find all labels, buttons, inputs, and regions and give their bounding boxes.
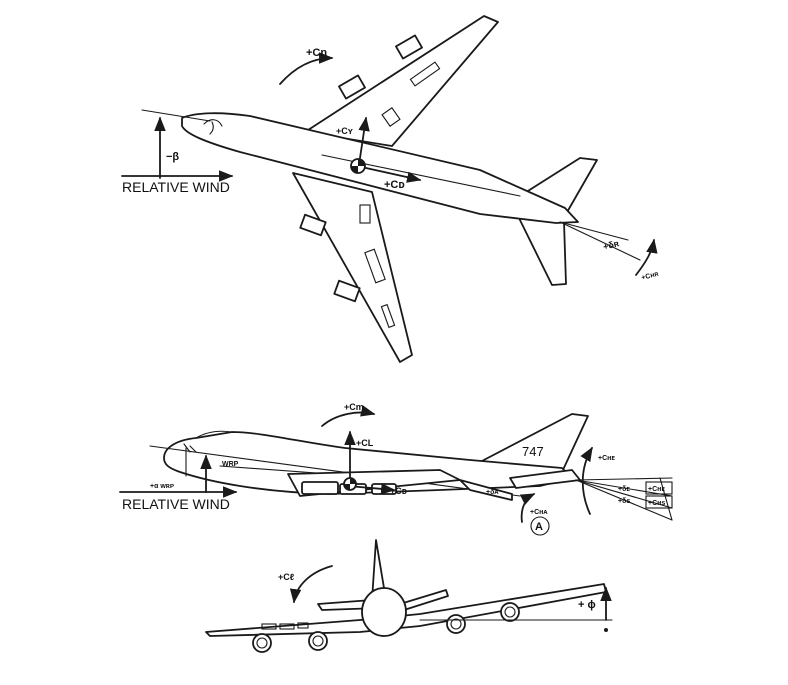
reference-dot — [604, 628, 608, 632]
yaw-moment-label: +Cn — [306, 47, 327, 59]
aileron-deflection-label: +δᴀ — [486, 489, 499, 496]
stabilizer-hinge-box — [645, 495, 673, 509]
lift-label: +CL — [356, 438, 374, 448]
relative-wind-label-side: RELATIVE WIND — [122, 496, 230, 512]
reference-circle — [530, 516, 550, 536]
elevator-hinge-box-label: +Cʜᴇ — [648, 486, 665, 493]
side-view-profile: +Cm +CL +Cᴅ +α ᴡʀᴘ WRP RELATIVE WIND 747… — [119, 402, 673, 536]
rudder-deflection-label: +δʀ — [602, 238, 621, 252]
aileron-hinge-moment-arrow — [519, 493, 536, 523]
lower-stabilizer — [517, 215, 567, 286]
front-view: +Cℓ + ϕ — [205, 539, 613, 653]
pitch-moment-arrow — [321, 405, 376, 427]
reference-circle-label: A — [535, 521, 543, 533]
engine-front — [308, 631, 328, 651]
yaw-moment-arrow — [279, 52, 334, 85]
upper-wing — [304, 15, 499, 147]
tail-number: 747 — [522, 444, 544, 459]
elevator-deflection-fan — [575, 477, 673, 521]
fuselage-top — [181, 112, 579, 224]
drag-label-side: +Cᴅ — [390, 486, 407, 496]
stabilizer-deflection-label: +δs — [618, 498, 630, 505]
horizontal-stabilizer-front-right — [399, 589, 449, 611]
longitudinal-axis-extension — [141, 109, 211, 122]
engine-front — [500, 602, 520, 622]
elevator-hinge-moment-arrow — [580, 446, 593, 515]
wing-reference-plane-line — [149, 445, 521, 497]
wrp-label: WRP — [222, 461, 239, 468]
elevator-deflection-label: +δᴇ — [618, 486, 630, 493]
aileron — [459, 479, 513, 501]
elevator-hinge-moment-label: +Cʜᴇ — [598, 455, 615, 462]
engine-pod — [338, 74, 366, 100]
engine-pod — [299, 213, 327, 237]
drag-arrow — [365, 167, 422, 183]
upper-deck — [195, 430, 233, 439]
wing-flaps-front — [261, 622, 309, 630]
drag-label: +Cᴅ — [384, 179, 405, 191]
side-force-arrow — [358, 116, 370, 159]
top-view-planform: +Cn +Cʏ +Cᴅ −β RELATIVE WIND +δʀ +Cʜʀ — [121, 15, 661, 363]
angle-of-attack-label: +α ᴡʀᴘ — [150, 483, 174, 490]
roll-moment-label: +Cℓ — [278, 572, 295, 582]
side-force-label: +Cʏ — [336, 126, 354, 136]
fuselage-front — [361, 587, 407, 637]
engine-front — [252, 633, 272, 653]
stabilizer-hinge-box-label: +Cʜs — [648, 500, 665, 507]
lower-wing — [292, 172, 413, 363]
pitch-moment-label: +Cm — [344, 402, 364, 412]
windshield — [183, 443, 197, 453]
roll-moment-arrow — [289, 565, 333, 604]
engine-pod — [333, 279, 361, 303]
sideslip-label: −β — [166, 151, 179, 163]
engine-pod — [301, 481, 339, 495]
elevator-hinge-box — [645, 481, 673, 495]
rudder-hinge-moment-label: +Cʜʀ — [641, 270, 661, 282]
engine-pod — [395, 34, 423, 60]
rudder-reference-line — [559, 221, 641, 261]
wing-flaps — [359, 61, 441, 329]
engine-front — [446, 614, 466, 634]
bank-angle-label: + ϕ — [578, 599, 596, 611]
rudder-hinge-moment-arrow — [635, 238, 658, 276]
cockpit-windows — [203, 119, 223, 135]
rudder-deflection-line — [559, 221, 629, 241]
relative-wind-label-top: RELATIVE WIND — [122, 179, 230, 195]
aileron-hinge-moment-label: +Cʜᴀ — [530, 509, 548, 516]
